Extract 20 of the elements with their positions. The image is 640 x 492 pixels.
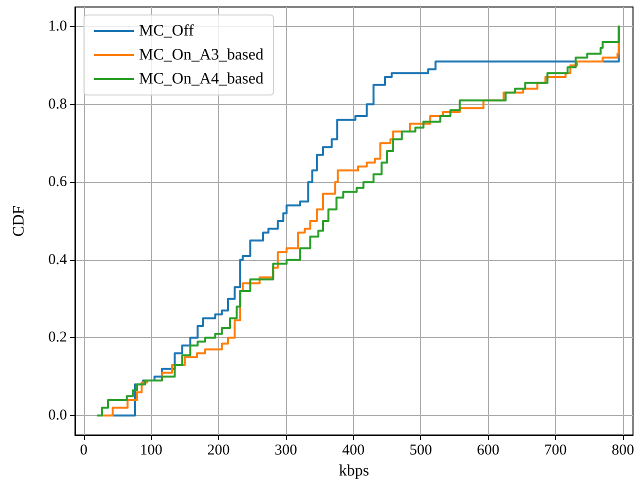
legend-label: MC_On_A4_based [139, 70, 264, 88]
x-tick-label: 600 [476, 442, 500, 458]
y-tick-label: 1.0 [48, 18, 67, 34]
y-tick-label: 0.0 [48, 408, 67, 424]
x-axis-title: kbps [338, 462, 370, 480]
y-tick-label: 0.4 [48, 252, 68, 268]
x-tick-label: 200 [207, 442, 230, 458]
legend-label: MC_On_A3_based [139, 46, 264, 64]
y-axis-title: CDF [10, 205, 28, 237]
y-tick-label: 0.6 [48, 174, 68, 190]
x-tick-label: 100 [140, 442, 162, 458]
x-tick-label: 0 [80, 442, 88, 458]
y-tick-label: 0.2 [48, 330, 67, 346]
x-tick-label: 400 [342, 442, 365, 458]
x-tick-label: 300 [274, 442, 298, 458]
y-tick-label: 0.8 [48, 96, 67, 112]
x-tick-label: 500 [409, 442, 432, 458]
x-tick-label: 700 [544, 442, 567, 458]
x-tick-label: 800 [612, 442, 634, 458]
legend-label: MC_Off [139, 22, 194, 40]
